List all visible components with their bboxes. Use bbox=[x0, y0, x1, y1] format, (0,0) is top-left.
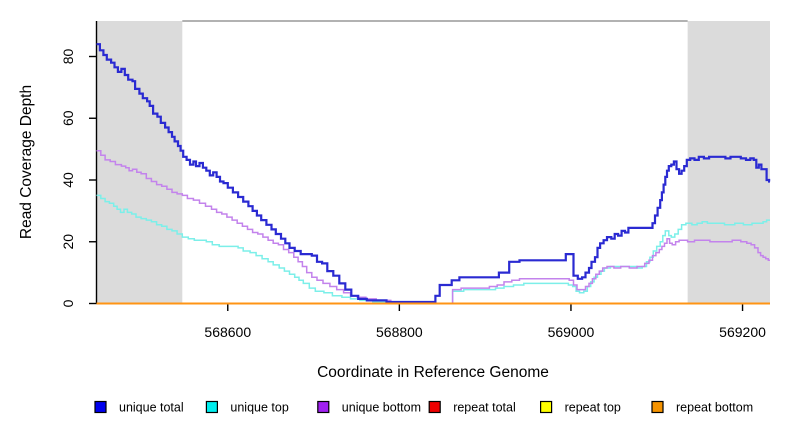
y-tick-label-80: 80 bbox=[60, 49, 76, 65]
legend-swatch-unique-bottom bbox=[317, 400, 330, 414]
legend-label-unique-bottom: unique bottom bbox=[342, 401, 421, 415]
y-axis-title: Read Coverage Depth bbox=[18, 85, 35, 239]
legend-swatch-repeat-top bbox=[539, 400, 553, 414]
right-repeat-region-band bbox=[687, 21, 770, 304]
y-tick-label-40: 40 bbox=[60, 172, 76, 188]
legend-label-unique-top: unique top bbox=[230, 401, 288, 415]
legend-label-repeat-top: repeat top bbox=[565, 401, 621, 415]
left-repeat-region-band bbox=[96, 21, 183, 304]
legend-swatch-repeat-total bbox=[428, 400, 441, 414]
y-tick-label-20: 20 bbox=[60, 234, 76, 250]
series-unique-bottom bbox=[96, 149, 770, 305]
legend-swatch-unique-total bbox=[94, 400, 107, 414]
y-tick-label-60: 60 bbox=[60, 110, 76, 126]
legend-swatch-repeat-bottom bbox=[651, 400, 664, 414]
legend-label-unique-total: unique total bbox=[119, 401, 184, 415]
series-unique-top bbox=[96, 194, 770, 305]
x-axis-title: Coordinate in Reference Genome bbox=[317, 364, 549, 381]
y-tick-label-0: 0 bbox=[60, 299, 76, 307]
x-tick-label-568600: 568600 bbox=[204, 324, 251, 340]
legend-swatch-unique-top bbox=[205, 400, 218, 414]
x-tick-label-568800: 568800 bbox=[376, 324, 423, 340]
series-unique-total bbox=[96, 43, 771, 304]
x-tick-label-569000: 569000 bbox=[548, 324, 595, 340]
legend-label-repeat-total: repeat total bbox=[453, 401, 516, 415]
x-tick-label-569200: 569200 bbox=[719, 324, 766, 340]
chart-dynamic-layer: 568600 568800 569000 569200 0 20 40 60 80 unique … bbox=[60, 20, 771, 415]
legend-label-repeat-bottom: repeat bottom bbox=[676, 401, 753, 415]
